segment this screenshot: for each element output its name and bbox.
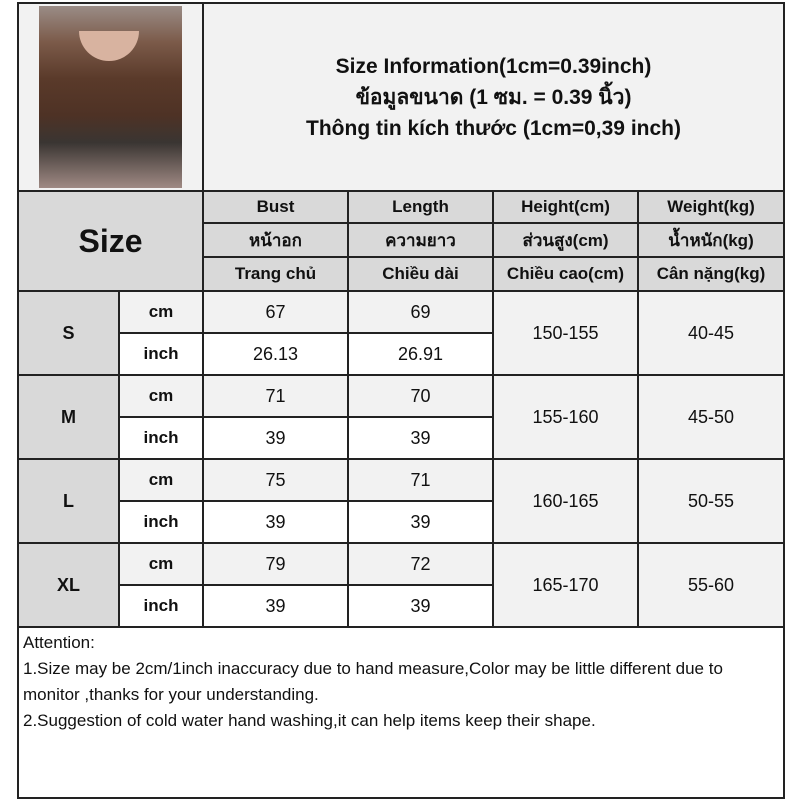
table-row-inch: inch 39 39 <box>18 584 784 628</box>
title-thai: ข้อมูลขนาด (1 ซม. = 0.39 นิ้ว) <box>355 85 632 109</box>
bust-cm: 71 <box>202 374 349 418</box>
bust-cm: 75 <box>202 458 349 502</box>
header-height-th: ส่วนสูง(cm) <box>492 222 639 258</box>
unit-cm: cm <box>118 458 204 502</box>
bust-cm: 79 <box>202 542 349 586</box>
unit-cm: cm <box>118 290 204 334</box>
size-label: S <box>17 290 120 376</box>
header-length-th: ความยาว <box>347 222 494 258</box>
height-range: 150-155 <box>492 290 639 376</box>
header-weight-en: Weight(kg) <box>636 190 786 224</box>
unit-inch: inch <box>118 500 204 544</box>
weight-range: 50-55 <box>636 458 786 544</box>
title-vietnamese: Thông tin kích thước (1cm=0,39 inch) <box>306 116 681 140</box>
header-bust-vi: Trang chủ <box>202 256 349 292</box>
header-length-vi: Chiều dài <box>347 256 494 292</box>
length-inch: 39 <box>347 500 494 544</box>
bust-inch: 39 <box>202 584 349 628</box>
unit-inch: inch <box>118 584 204 628</box>
unit-inch: inch <box>118 332 204 376</box>
length-cm: 72 <box>347 542 494 586</box>
unit-cm: cm <box>118 374 204 418</box>
header-bust-en: Bust <box>202 190 349 224</box>
length-cm: 69 <box>347 290 494 334</box>
table-row-inch: inch 39 39 <box>18 500 784 544</box>
attention-row: Attention: 1.Size may be 2cm/1inch inaccu… <box>16 626 786 799</box>
header-bust-th: หน้าอก <box>202 222 349 258</box>
length-inch: 39 <box>347 584 494 628</box>
title-english: Size Information(1cm=0.39inch) <box>335 54 652 78</box>
attention-heading: Attention: <box>23 633 95 652</box>
weight-range: 45-50 <box>636 374 786 460</box>
size-header: Size <box>17 190 204 292</box>
title-cell: Size Information(1cm=0.39inch) ข้อมูลขนา… <box>201 2 786 192</box>
bust-inch: 39 <box>202 500 349 544</box>
size-label: M <box>17 374 120 460</box>
length-cm: 70 <box>347 374 494 418</box>
table-row-inch: inch 26.13 26.91 <box>18 332 784 376</box>
weight-range: 55-60 <box>636 542 786 628</box>
product-photo-cell <box>17 2 204 192</box>
table-row-cm: XL cm 79 72 165-170 55-60 <box>17 542 786 628</box>
header-weight-vi: Cân nặng(kg) <box>636 256 786 292</box>
header-weight-th: น้ำหนัก(kg) <box>636 222 786 258</box>
header-length-en: Length <box>347 190 494 224</box>
height-range: 155-160 <box>492 374 639 460</box>
product-photo <box>39 6 182 188</box>
unit-inch: inch <box>118 416 204 460</box>
size-label: XL <box>17 542 120 628</box>
unit-cm: cm <box>118 542 204 586</box>
height-range: 160-165 <box>492 458 639 544</box>
height-range: 165-170 <box>492 542 639 628</box>
header-height-en: Height(cm) <box>492 190 639 224</box>
size-label: L <box>17 458 120 544</box>
length-inch: 26.91 <box>347 332 494 376</box>
attention-note2: 2.Suggestion of cold water hand washing,… <box>23 711 596 730</box>
bust-inch: 26.13 <box>202 332 349 376</box>
header-height-vi: Chiều cao(cm) <box>492 256 639 292</box>
bust-inch: 39 <box>202 416 349 460</box>
attention-note1: 1.Size may be 2cm/1inch inaccuracy due t… <box>23 659 723 704</box>
weight-range: 40-45 <box>636 290 786 376</box>
attention-notes: Attention: 1.Size may be 2cm/1inch inaccu… <box>16 626 786 799</box>
length-cm: 71 <box>347 458 494 502</box>
length-inch: 39 <box>347 416 494 460</box>
bust-cm: 67 <box>202 290 349 334</box>
table-row-inch: inch 39 39 <box>18 416 784 460</box>
size-chart-table: Size Information(1cm=0.39inch) ข้อมูลขนา… <box>16 2 786 799</box>
